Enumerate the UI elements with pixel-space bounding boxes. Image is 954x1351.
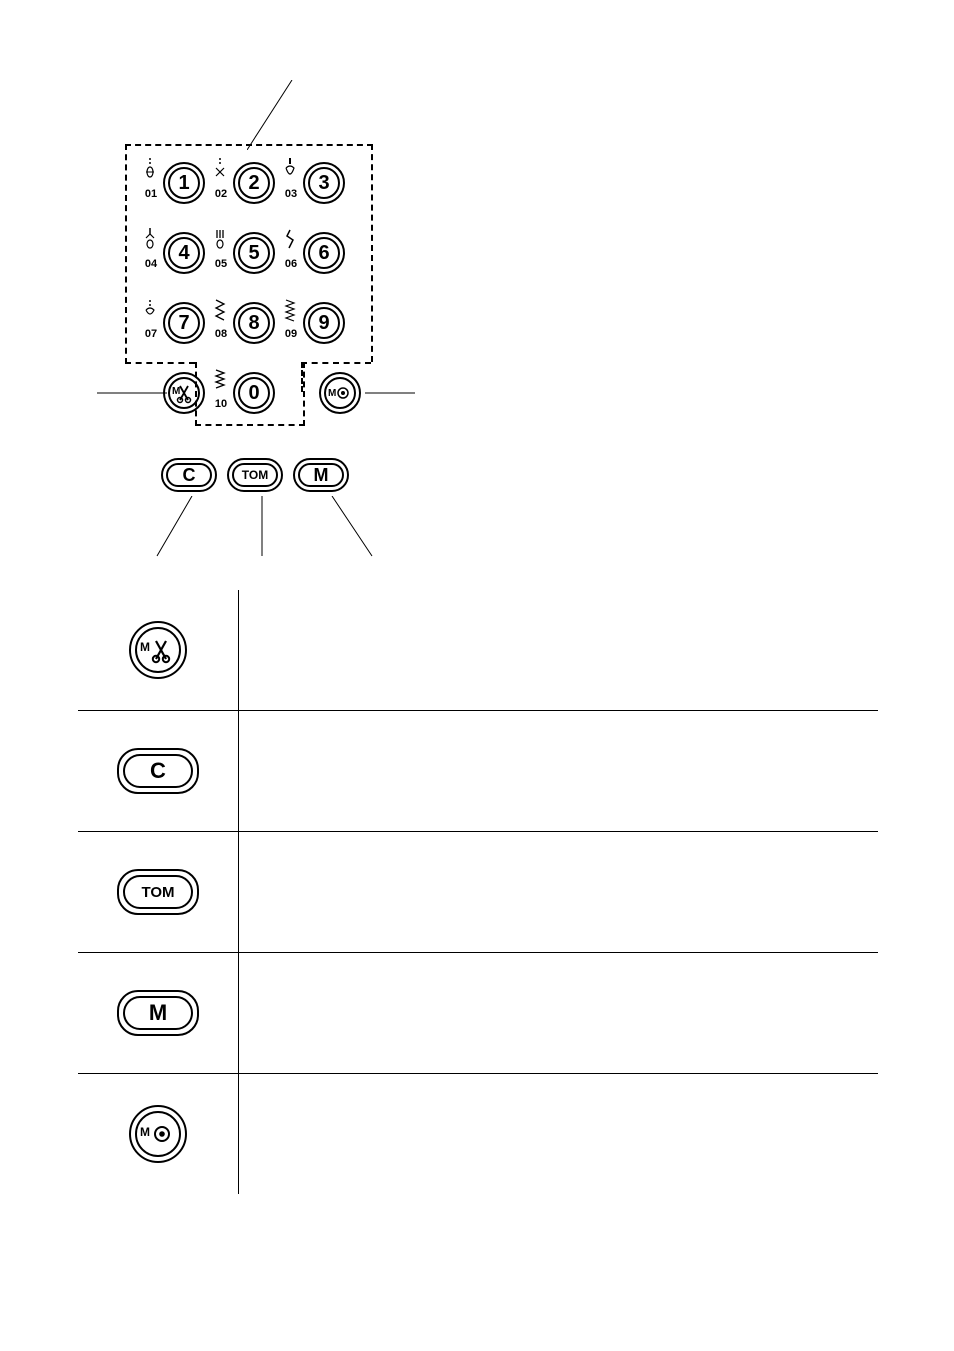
key-m-dot[interactable]: M	[319, 372, 361, 414]
stitch-icon-07: 07	[141, 298, 161, 342]
stitch-icon-01: 01	[141, 158, 161, 202]
callout-right-line	[365, 392, 415, 394]
page: 01 1 02 2 03 3 04 4 05	[0, 0, 954, 1351]
stitch-icon-04: 04	[141, 228, 161, 272]
stitch-icon-02: 02	[211, 158, 231, 202]
icon-sub-10: 10	[215, 398, 227, 410]
key-5[interactable]: 5	[233, 232, 275, 274]
key-1-label: 1	[178, 172, 189, 195]
key-2-label: 2	[248, 172, 259, 195]
icon-sub-03: 03	[285, 188, 297, 200]
key-7[interactable]: 7	[163, 302, 205, 344]
key-3[interactable]: 3	[303, 162, 345, 204]
key-9[interactable]: 9	[303, 302, 345, 344]
table-c-label: C	[150, 758, 166, 784]
pill-c-label: C	[183, 465, 196, 486]
key-4[interactable]: 4	[163, 232, 205, 274]
table-icon-m-scissor: M	[129, 621, 187, 679]
stitch-icon-03: 03	[281, 158, 301, 202]
dashed-box-main-right	[371, 144, 373, 362]
key-5-label: 5	[248, 242, 259, 265]
table-m-label: M	[149, 1000, 167, 1026]
key-8[interactable]: 8	[233, 302, 275, 344]
icon-sub-09: 09	[285, 328, 297, 340]
key-6-label: 6	[318, 242, 329, 265]
key-table: M C TOM M	[78, 590, 878, 1194]
pill-tom[interactable]: TOM	[227, 458, 283, 492]
dot-target-icon	[151, 1123, 173, 1145]
table-row: M	[78, 1074, 878, 1194]
icon-sub-07: 07	[145, 328, 157, 340]
dashed-box-main-bottom2	[301, 362, 371, 364]
pill-m-label: M	[314, 465, 329, 486]
icon-sub-06: 06	[285, 258, 297, 270]
table-row: C	[78, 711, 878, 832]
stitch-icon-06: 06	[281, 228, 301, 272]
key-6[interactable]: 6	[303, 232, 345, 274]
table-row: M	[78, 953, 878, 1074]
pill-m[interactable]: M	[293, 458, 349, 492]
dashed-box-main-bottom	[125, 362, 195, 364]
table-row: M	[78, 590, 878, 711]
key-4-label: 4	[178, 242, 189, 265]
key-3-label: 3	[318, 172, 329, 195]
table-icon-c: C	[117, 748, 199, 794]
scissors-icon	[173, 382, 195, 404]
callout-top	[247, 80, 327, 150]
scissors-icon	[147, 636, 175, 664]
icon-sub-01: 01	[145, 188, 157, 200]
table-icon-tom: TOM	[117, 869, 199, 915]
key-0[interactable]: 0	[233, 372, 275, 414]
stitch-icon-09: 09	[281, 298, 301, 342]
pill-c[interactable]: C	[161, 458, 217, 492]
pill-tom-label: TOM	[242, 468, 268, 482]
dashed-box-right	[301, 362, 303, 392]
icon-sub-05: 05	[215, 258, 227, 270]
key-9-label: 9	[318, 312, 329, 335]
key-2[interactable]: 2	[233, 162, 275, 204]
icon-sub-04: 04	[145, 258, 157, 270]
table-icon-m-dot: M	[129, 1105, 187, 1163]
key-1[interactable]: 1	[163, 162, 205, 204]
key-8-label: 8	[248, 312, 259, 335]
callout-left-line	[97, 392, 167, 394]
callout-bottom	[137, 496, 397, 566]
icon-sub-08: 08	[215, 328, 227, 340]
keypad-diagram: 01 1 02 2 03 3 04 4 05	[97, 60, 417, 560]
stitch-icon-08: 08	[211, 298, 231, 342]
icon-sub-02: 02	[215, 188, 227, 200]
table-tom-label: TOM	[141, 884, 174, 901]
table-m-dot-label: M	[140, 1125, 150, 1139]
table-icon-m: M	[117, 990, 199, 1036]
dot-target-icon	[335, 385, 351, 401]
table-row: TOM	[78, 832, 878, 953]
key-7-label: 7	[178, 312, 189, 335]
stitch-icon-10: 10	[211, 368, 231, 412]
stitch-icon-05: 05	[211, 228, 231, 272]
key-0-label: 0	[248, 382, 259, 405]
key-m-scissor[interactable]: M	[163, 372, 205, 414]
